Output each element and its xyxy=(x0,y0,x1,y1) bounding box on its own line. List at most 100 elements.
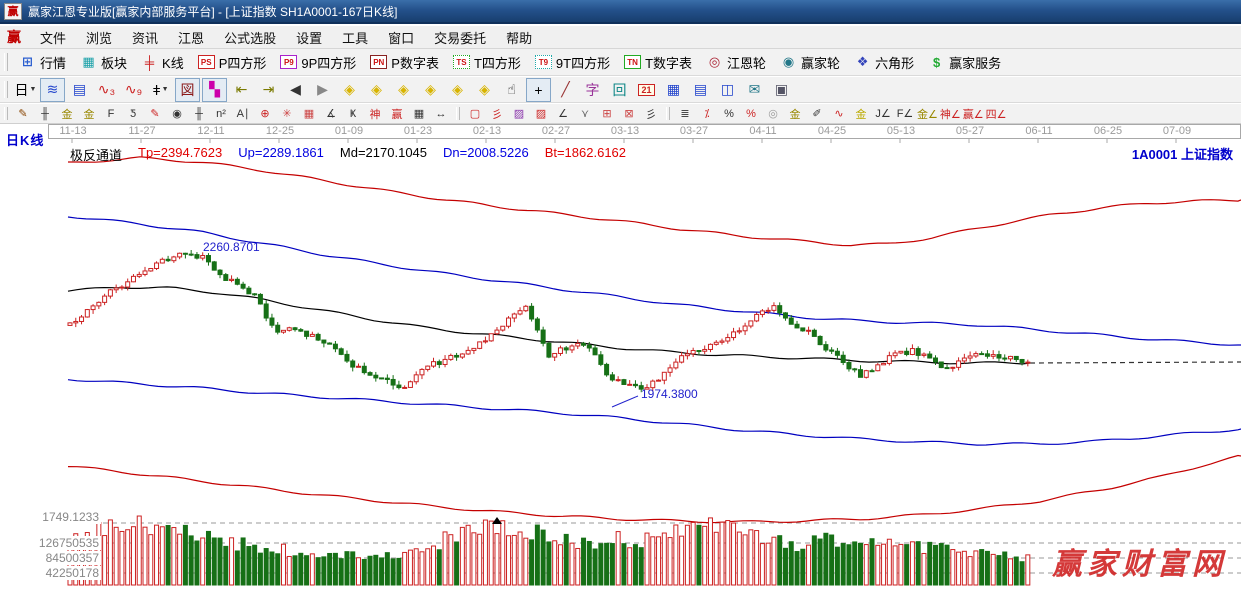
diamond-vspan-icon[interactable]: ◈ xyxy=(452,81,463,97)
menu-news[interactable]: 资讯 xyxy=(132,30,159,46)
spiral-icon[interactable]: Ƽ xyxy=(129,107,137,120)
9p-square-button[interactable]: P9 9P四方形 xyxy=(273,51,363,73)
menu-gann[interactable]: 江恩 xyxy=(178,30,205,46)
toolbar-grip[interactable] xyxy=(4,106,8,121)
gold-lines-icon[interactable]: 金 xyxy=(789,108,801,121)
title-bar[interactable]: 赢 赢家江恩专业版[赢家内部服务平台] - [上证指数 SH1A0001-167… xyxy=(0,0,1241,24)
gann-text-tool-icon[interactable]: 字 xyxy=(585,81,600,98)
winner-service-button[interactable]: $ 赢家服务 xyxy=(921,51,1008,73)
grid-lines-icon[interactable]: ╫ xyxy=(41,107,49,120)
menu-settings[interactable]: 设置 xyxy=(296,30,323,46)
diamond-left-icon[interactable]: ◈ xyxy=(344,81,355,97)
calendar-21-icon[interactable]: 21 xyxy=(634,78,659,102)
gold-circle-icon[interactable]: ◎ xyxy=(768,108,778,120)
menu-tools[interactable]: 工具 xyxy=(342,30,369,46)
period-day-button[interactable]: 日 ▼ xyxy=(14,81,37,98)
gann-wheel-button[interactable]: ◎ 江恩轮 xyxy=(699,51,773,73)
circle-cross-icon[interactable]: ⊕ xyxy=(260,108,270,120)
angle-lines-icon[interactable]: ∠ xyxy=(558,108,568,120)
last-page-icon[interactable]: ⇥ xyxy=(262,81,275,97)
gold-angle0-icon[interactable]: 金 xyxy=(855,108,867,121)
gold-grid-icon[interactable]: 金 xyxy=(61,108,73,121)
brush-icon[interactable]: ✐ xyxy=(812,108,822,120)
arc-wave-icon[interactable]: ∿ xyxy=(834,108,844,120)
quotes-button[interactable]: ⊞ 行情 xyxy=(12,51,73,73)
first-page-icon[interactable]: ⇤ xyxy=(235,81,248,97)
ying-grid-icon[interactable]: 赢 xyxy=(391,108,403,121)
purple-fan-box-icon[interactable]: ▨ xyxy=(513,108,525,120)
diamond-right-icon[interactable]: ◈ xyxy=(371,81,382,97)
hand-tool-icon[interactable]: ☝ xyxy=(507,81,516,97)
menu-file[interactable]: 文件 xyxy=(40,30,67,46)
9t-square-button[interactable]: T9 9T四方形 xyxy=(528,51,617,73)
cycle-9-icon[interactable]: ∿₉ xyxy=(124,81,143,97)
menu-formula-stock-pick[interactable]: 公式选股 xyxy=(224,30,277,46)
diamond-hspan-icon[interactable]: ◈ xyxy=(398,81,409,97)
menu-trade[interactable]: 交易委托 xyxy=(434,30,487,46)
send-web-icon[interactable]: ✉ xyxy=(748,81,761,97)
candle-style-button[interactable]: ǂ ▼ xyxy=(152,81,169,98)
star-web-icon[interactable]: ✳ xyxy=(282,108,292,120)
trendline-tool-icon[interactable]: ╱ xyxy=(561,81,570,97)
fib-grid-icon[interactable]: F xyxy=(107,107,115,120)
toolbar-grip[interactable] xyxy=(4,52,8,72)
width-measure-icon[interactable]: ↔ xyxy=(435,107,447,120)
ruler-123-icon[interactable]: ▦ xyxy=(413,108,425,120)
prev-bar-icon[interactable]: ◀ xyxy=(290,81,301,97)
f-angle-icon[interactable]: F∠ xyxy=(896,108,914,120)
p-square-button[interactable]: PS P四方形 xyxy=(191,51,274,73)
colored-chart-icon[interactable]: ▚ xyxy=(202,77,227,102)
square-web-icon[interactable]: ▦ xyxy=(303,108,315,120)
computer-icon[interactable]: ▣ xyxy=(774,81,789,97)
next-bar-icon[interactable]: ▶ xyxy=(317,81,328,97)
info-panel-icon[interactable]: ▤ xyxy=(72,81,87,97)
band-chart-icon[interactable]: ≋ xyxy=(40,77,65,102)
red-fan-icon[interactable]: 彡 xyxy=(491,108,503,121)
angle-fan-icon[interactable]: ∡ xyxy=(326,108,336,120)
diamond-compress-icon[interactable]: ◈ xyxy=(425,81,436,97)
red-grid-icon[interactable]: ⊞ xyxy=(602,108,612,120)
j-angle-icon[interactable]: J∠ xyxy=(875,108,891,120)
trend-fan-icon[interactable]: 彡 xyxy=(645,108,657,121)
red-grid2-icon[interactable]: ⊠ xyxy=(624,108,634,120)
dashed-box-icon[interactable]: ▢ xyxy=(469,108,481,120)
knot-tool-icon[interactable]: 回 xyxy=(612,81,627,98)
t-square-button[interactable]: TS T四方形 xyxy=(446,51,528,73)
save-icon[interactable]: ◫ xyxy=(720,81,735,97)
red-fan-box-icon[interactable]: ▨ xyxy=(535,108,547,120)
t-table-button[interactable]: TN T数字表 xyxy=(617,51,699,73)
n-square-icon[interactable]: n² xyxy=(216,107,226,120)
sectors-button[interactable]: ▦ 板块 xyxy=(73,51,134,73)
red-pen-icon[interactable]: ✎ xyxy=(150,108,160,120)
a-measure-icon[interactable]: A∣ xyxy=(236,108,250,120)
price-ladder-icon[interactable]: ≣ xyxy=(680,108,690,120)
shen-grid-icon[interactable]: 神 xyxy=(369,108,381,121)
si-angle-icon[interactable]: 四∠ xyxy=(985,108,1007,121)
diamond-expand-icon[interactable]: ◈ xyxy=(479,81,490,97)
pen-tool-icon[interactable]: ✎ xyxy=(18,108,28,120)
gold-angle-icon[interactable]: 金∠ xyxy=(917,108,938,121)
v-lines-icon[interactable]: ⋎ xyxy=(580,108,590,120)
percent-icon[interactable]: % xyxy=(724,107,734,120)
time-cycle-icon[interactable]: ◉ xyxy=(172,108,182,120)
percent-lines-icon[interactable]: % xyxy=(746,107,756,120)
menu-window[interactable]: 窗口 xyxy=(388,30,415,46)
gann-pattern-icon[interactable]: 図 xyxy=(175,77,200,102)
kline-chart-canvas[interactable] xyxy=(0,124,1241,589)
notes-icon[interactable]: ▤ xyxy=(693,81,708,97)
comb-lines-icon[interactable]: ╫ xyxy=(195,107,203,120)
hexagon-button[interactable]: ❖ 六角形 xyxy=(847,51,921,73)
gold-grid2-icon[interactable]: 金 xyxy=(83,108,95,121)
menu-browse[interactable]: 浏览 xyxy=(86,30,113,46)
cycle-3-icon[interactable]: ∿₃ xyxy=(97,81,116,97)
winner-wheel-button[interactable]: ◉ 赢家轮 xyxy=(773,51,847,73)
kline-button[interactable]: ╪ K线 xyxy=(134,51,191,73)
ying-angle-icon[interactable]: 赢∠ xyxy=(962,108,984,121)
menu-help[interactable]: 帮助 xyxy=(506,30,533,46)
p-table-button[interactable]: PN P数字表 xyxy=(363,51,446,73)
k-measure-icon[interactable]: Ҝ xyxy=(349,107,357,120)
shen-angle-icon[interactable]: 神∠ xyxy=(939,108,961,121)
percent-slash-icon[interactable]: ⁒ xyxy=(704,108,710,120)
toolbar-grip[interactable] xyxy=(4,80,8,99)
calculator-icon[interactable]: ▦ xyxy=(666,81,681,97)
